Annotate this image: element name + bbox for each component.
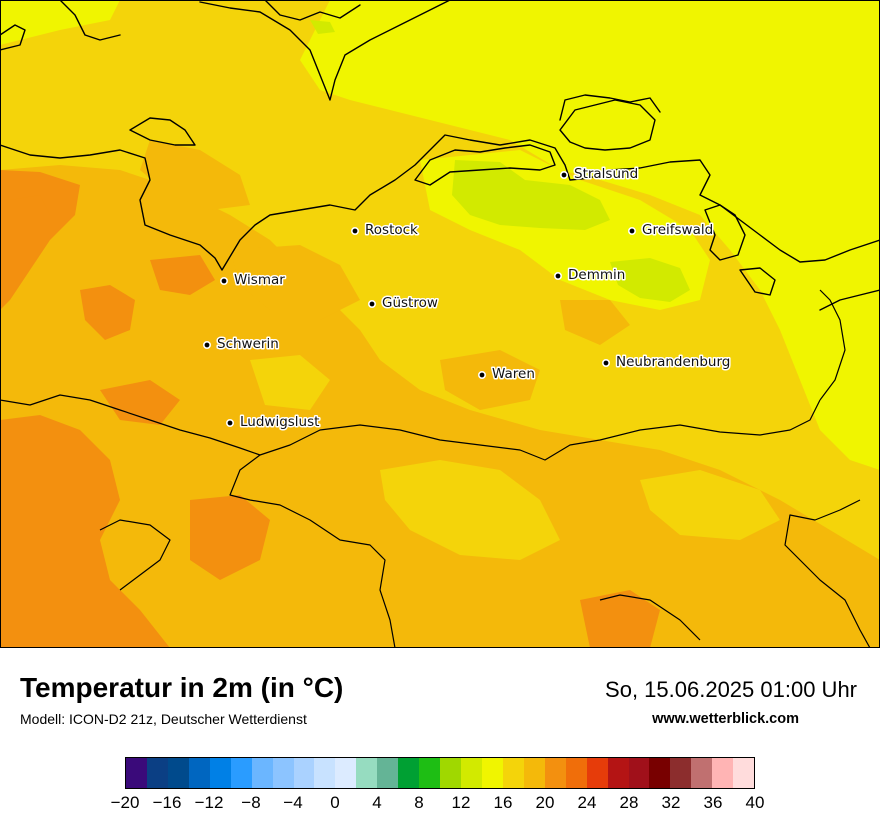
website-link[interactable]: www.wetterblick.com [652,711,799,727]
city-label: Neubrandenburg [616,354,730,370]
city-rostock: Rostock [350,221,420,240]
colorbar-tick-label: 8 [414,793,424,812]
city-markers: Stralsund Rostock Greifswald Wismar Demm… [203,165,732,432]
temperature-zone-14 [610,258,690,302]
colorbar-swatch [544,758,566,788]
colorbar-swatch [461,758,482,788]
colorbar-swatch [188,758,210,788]
colorbar-tick-label: 40 [745,793,765,812]
city-label: Rostock [365,222,418,238]
temperature-zone-22 [0,415,170,648]
city-stralsund: Stralsund [559,165,640,184]
temperature-zone-14 [452,160,610,230]
colorbar-swatch [481,758,503,788]
forecast-datetime: So, 15.06.2025 01:00 Uhr [605,677,857,702]
temperature-zone-20 [440,350,540,410]
temperature-zone-22 [10,195,50,225]
colorbar-swatch [586,758,608,788]
colorbar-swatch [272,758,294,788]
city-label: Schwerin [217,336,279,352]
city-waren: Waren [477,365,536,384]
colorbar-tick-label: 16 [493,793,513,812]
colorbar-swatch [293,758,315,788]
temperature-zone-20 [140,140,250,210]
temperature-zone-18 [640,470,780,540]
colorbar-swatch [628,758,650,788]
model-source: Modell: ICON-D2 21z, Deutscher Wetterdie… [20,711,307,727]
colorbar-swatch [691,758,713,788]
colorbar-tick-label: 32 [661,793,681,812]
colorbar-tick-label: 28 [619,793,639,812]
colorbar-tick-label: 4 [372,793,382,812]
colorbar-swatch [314,758,336,788]
city-schwerin: Schwerin [203,335,280,354]
colorbar-swatch [377,758,399,788]
colorbar-swatch [146,758,168,788]
colorbar-swatch [398,758,420,788]
colorbar-tick-label: 36 [703,793,723,812]
colorbar-swatch [712,758,734,788]
city-guestrow: Güstrow [367,294,439,313]
city-label: Güstrow [382,295,438,311]
colorbar-swatch [209,758,231,788]
temperature-zone-14 [310,20,335,34]
city-ludwigslust: Ludwigslust [226,413,321,432]
colorbar-swatch [523,758,545,788]
temperature-zone-22 [190,495,270,580]
colorbar-swatch [670,758,692,788]
state-border [0,289,871,648]
temperature-zone-20 [230,245,360,320]
city-label: Wismar [234,272,285,288]
map-title: Temperatur in 2m (in °C) [20,672,344,703]
colorbar-tick-label: 20 [535,793,555,812]
colorbar-swatch [440,758,461,788]
city-label: Demmin [568,267,625,283]
temperature-zone-22 [80,285,135,340]
city-wismar: Wismar [220,271,287,290]
colorbar-tick-label: −12 [194,793,224,812]
temperature-zone-20 [560,300,630,345]
colorbar-swatch [167,758,189,788]
colorbar-ticks: −20 −16 −12 −8 −4 0 4 8 12 16 20 24 28 32 36 40 [111,793,765,817]
colorbar-swatch [649,758,671,788]
temperature-zone-18 [250,355,330,410]
colorbar-tick-label: −20 [110,793,140,812]
colorbar-swatch [607,758,629,788]
city-neubrandenburg: Neubrandenburg [601,353,732,372]
colorbar-tick-label: 12 [451,793,471,812]
coastline [0,0,880,311]
city-label: Ludwigslust [240,414,319,430]
colorbar-swatch [126,758,147,788]
city-label: Waren [492,366,535,382]
colorbar-tick-label: −4 [283,793,303,812]
temperature-zone-16 [0,0,120,45]
city-greifswald: Greifswald [627,221,715,240]
city-demmin: Demmin [553,266,627,285]
colorbar-swatch [335,758,357,788]
colorbar-swatch [565,758,587,788]
city-label: Greifswald [642,222,713,238]
colorbar-swatch [502,758,524,788]
colorbar-tick-label: −8 [241,793,261,812]
colorbar-swatch [230,758,252,788]
colorbar-tick-label: 0 [330,793,340,812]
temperature-zone-22 [150,255,215,295]
temperature-zone-22 [100,380,180,425]
colorbar-tick-label: 24 [577,793,597,812]
city-label: Stralsund [574,166,638,182]
colorbar-swatch [251,758,273,788]
temperature-zone-22 [580,590,660,648]
legend-footer: Temperatur in 2m (in °C) Modell: ICON-D2… [0,648,880,830]
temperature-colorbar [125,757,755,789]
temperature-zone-18 [380,460,560,560]
colorbar-swatch [733,758,755,788]
colorbar-tick-label: −16 [152,793,182,812]
colorbar-swatch [356,758,378,788]
colorbar-swatch [419,758,441,788]
temperature-map: Stralsund Rostock Greifswald Wismar Demm… [0,0,880,648]
temperature-zone-16 [300,0,880,470]
